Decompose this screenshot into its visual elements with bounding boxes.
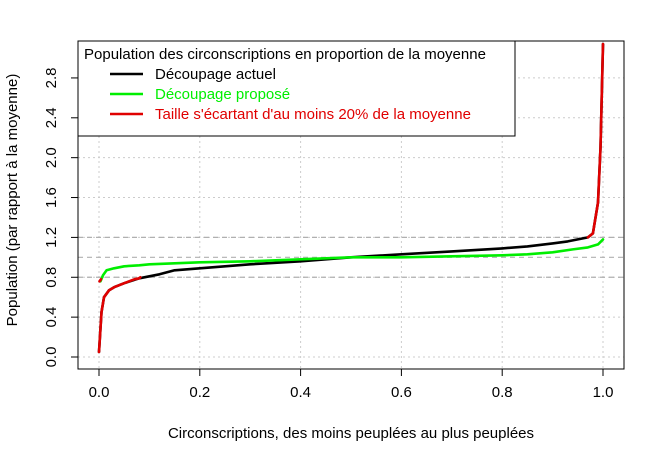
- series-line-3: [586, 42, 605, 239]
- x-axis-label: Circonscriptions, des moins peuplées au …: [168, 425, 534, 442]
- y-tick-label: 0.0: [43, 347, 60, 368]
- series-line-4: [98, 277, 103, 283]
- y-tick-label: 2.4: [43, 107, 60, 128]
- x-axis: 0.0 0.2 0.4 0.6 0.8 1.0: [89, 368, 614, 401]
- y-tick-label: 0.4: [43, 307, 60, 328]
- y-tick-label: 0.8: [43, 267, 60, 288]
- series-line-1: [99, 238, 605, 283]
- y-tick-label: 2.0: [43, 147, 60, 168]
- x-tick-label: 0.2: [189, 384, 210, 401]
- x-tick-label: 0.0: [89, 384, 110, 401]
- y-axis-label: Population (par rapport à la moyenne): [4, 74, 21, 327]
- x-tick-label: 0.4: [290, 384, 311, 401]
- series-line-2: [97, 275, 142, 354]
- legend-label: Taille s'écartant d'au moins 20% de la m…: [155, 106, 471, 123]
- legend: Population des circonscriptions en propo…: [77, 40, 516, 137]
- y-axis: 0.0 0.4 0.8 1.2 1.6 2.0 2.4 2.8: [43, 68, 79, 368]
- y-tick-label: 2.8: [43, 68, 60, 89]
- y-tick-label: 1.6: [43, 187, 60, 208]
- y-tick-label: 1.2: [43, 227, 60, 248]
- legend-label: Découpage actuel: [155, 66, 276, 83]
- legend-label: Découpage proposé: [155, 86, 290, 103]
- x-tick-label: 0.6: [391, 384, 412, 401]
- legend-box: [77, 40, 516, 137]
- x-tick-label: 0.8: [492, 384, 513, 401]
- series-lines: [97, 42, 605, 354]
- x-tick-label: 1.0: [593, 384, 614, 401]
- legend-title: Population des circonscriptions en propo…: [84, 46, 486, 63]
